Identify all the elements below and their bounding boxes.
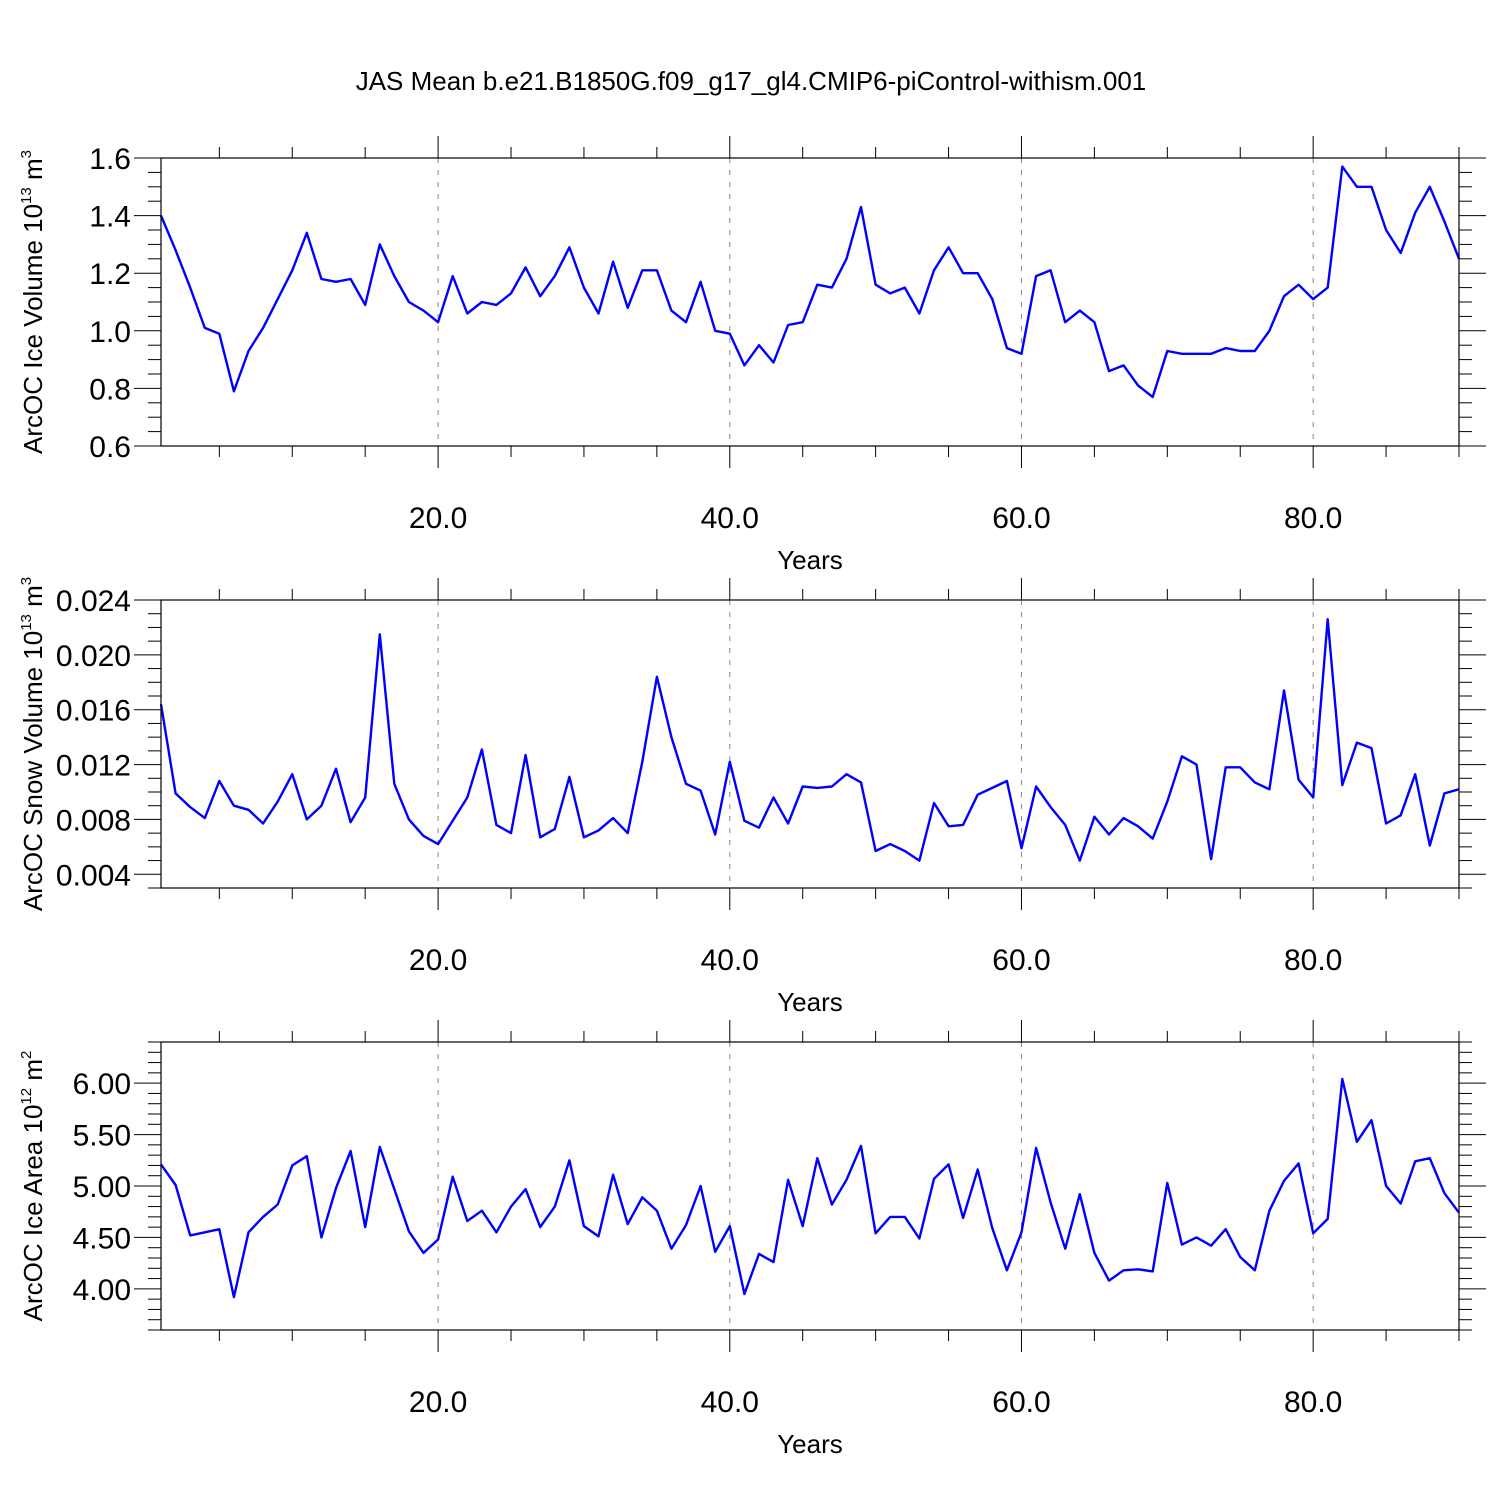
panel-ice-area: 20.0 40.0 60.0 80.0 Years 4.00 4.50 5.00 5.50 6.0… [18, 1020, 1486, 1459]
ice-volume-y-tick-label: 0.8 [89, 373, 131, 406]
panel-ice-volume: 20.0 40.0 60.0 80.0 Years 0.6 0.8 1.0 1.2 1.4 1.6 A… [18, 136, 1486, 575]
snow-volume-y-title-unit: m [18, 585, 48, 614]
ice-volume-y-title-main: ArcOC Ice Volume 10 [18, 204, 48, 454]
ice-area-y-tick-label: 4.50 [73, 1222, 131, 1255]
snow-volume-y-title-main: ArcOC Snow Volume 10 [18, 631, 48, 911]
snow-volume-series-line [159, 618, 1460, 862]
ice-area-y-title-exp: 12 [18, 1088, 35, 1105]
panel-snow-volume: 20.0 40.0 60.0 80.0 Years 0.004 0.008 0.012 0.01… [18, 577, 1486, 1017]
ice-volume-x-tick-label: 40.0 [701, 502, 759, 535]
ice-volume-y-title-exp: 13 [18, 187, 35, 204]
snow-volume-y-tick-label: 0.004 [56, 859, 131, 892]
snow-volume-x-axis-title: Years [777, 987, 843, 1017]
ice-area-x-tick-label: 20.0 [409, 1386, 467, 1419]
ice-volume-y-title-unit-exp: 3 [18, 150, 35, 158]
ice-area-x-tick-label: 80.0 [1284, 1386, 1342, 1419]
snow-volume-x-tick-label: 60.0 [992, 944, 1050, 977]
ice-volume-x-tick-label: 20.0 [409, 502, 467, 535]
snow-volume-x-tick-label: 20.0 [409, 944, 467, 977]
ice-volume-series-line [159, 165, 1461, 399]
snow-volume-y-title-exp: 13 [18, 614, 35, 631]
ice-volume-y-tick-label: 0.6 [89, 431, 131, 464]
snow-volume-y-tick-label: 0.020 [56, 640, 131, 673]
ice-volume-y-axis-title: ArcOC Ice Volume 1013 m3 [18, 150, 48, 454]
snow-volume-plot-frame [160, 599, 1460, 889]
ice-volume-x-tick-label: 60.0 [992, 502, 1050, 535]
snow-volume-y-title-unit-exp: 3 [18, 577, 35, 585]
ice-volume-y-tick-label: 1.4 [89, 201, 131, 234]
snow-volume-y-tick-label: 0.024 [56, 585, 131, 618]
ice-volume-y-tick-label: 1.0 [89, 316, 131, 349]
ice-volume-y-title-unit: m [18, 158, 48, 187]
snow-volume-y-tick-label: 0.016 [56, 695, 131, 728]
ice-area-y-axis-title: ArcOC Ice Area 1012 m2 [18, 1051, 48, 1322]
ice-area-x-tick-label: 60.0 [992, 1386, 1050, 1419]
ice-area-x-axis-title: Years [777, 1429, 843, 1459]
figure-title: JAS Mean b.e21.B1850G.f09_g17_gl4.CMIP6-… [356, 66, 1147, 96]
ice-volume-plot-frame [160, 157, 1460, 447]
snow-volume-y-tick-label: 0.008 [56, 804, 131, 837]
ice-area-y-tick-label: 6.00 [73, 1068, 131, 1101]
ice-volume-x-axis-title: Years [777, 545, 843, 575]
ice-area-y-title-main: ArcOC Ice Area 10 [18, 1105, 48, 1322]
snow-volume-y-tick-label: 0.012 [56, 750, 131, 783]
ice-volume-x-tick-label: 80.0 [1284, 502, 1342, 535]
ice-area-plot-frame [160, 1041, 1460, 1331]
snow-volume-y-axis-title: ArcOC Snow Volume 1013 m3 [18, 577, 48, 911]
ice-volume-y-tick-label: 1.2 [89, 258, 131, 291]
ice-area-x-tick-label: 40.0 [701, 1386, 759, 1419]
ice-volume-y-tick-label: 1.6 [89, 143, 131, 176]
ice-area-y-title-unit-exp: 2 [18, 1051, 35, 1059]
ice-area-y-tick-label: 4.00 [73, 1274, 131, 1307]
snow-volume-x-tick-label: 80.0 [1284, 944, 1342, 977]
ice-area-series-line [160, 1077, 1460, 1299]
snow-volume-x-tick-label: 40.0 [701, 944, 759, 977]
ice-area-y-title-unit: m [18, 1059, 48, 1088]
ice-area-y-tick-label: 5.50 [73, 1120, 131, 1153]
ice-area-y-tick-label: 5.00 [73, 1171, 131, 1204]
